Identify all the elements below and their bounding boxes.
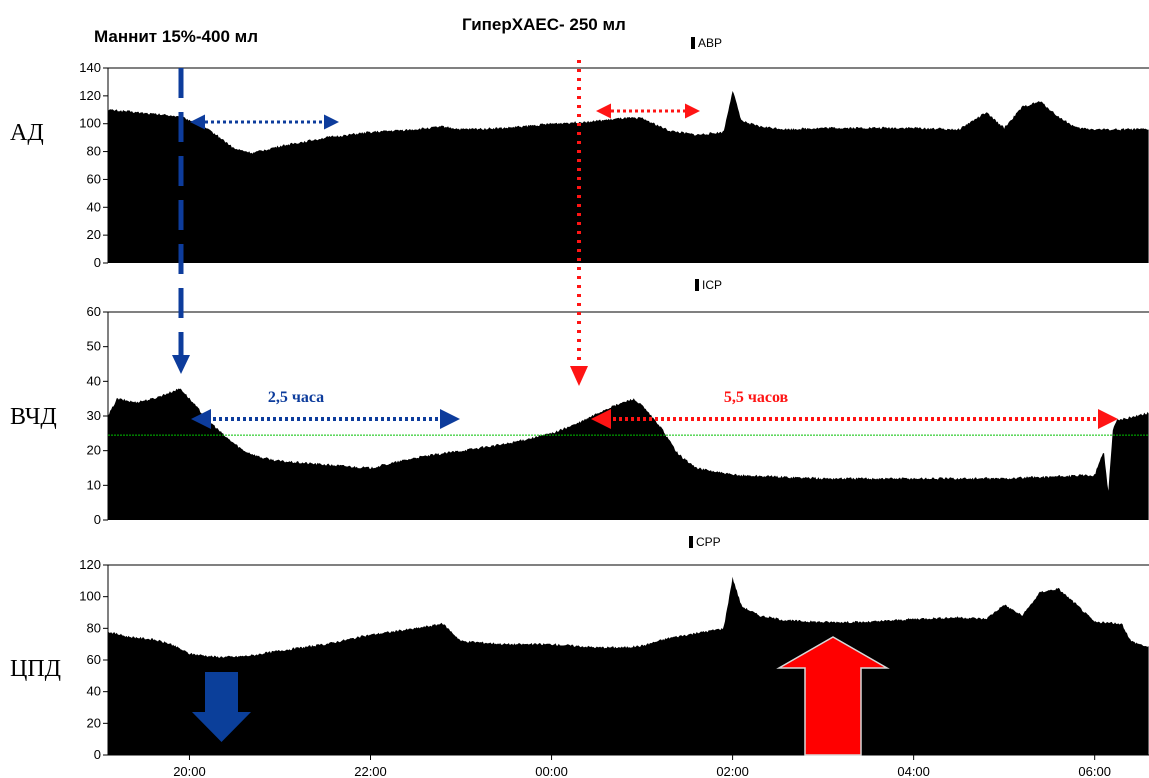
hyperhaes-arrowhead <box>570 366 588 386</box>
icp-ytick-label: 20 <box>87 443 101 458</box>
abp-ytick-label: 80 <box>87 144 101 159</box>
abp-side-label: АД <box>10 120 44 146</box>
cpp-ytick-label: 120 <box>79 557 101 572</box>
mannitol-arrowhead <box>172 355 190 374</box>
icp-legend-label: ICP <box>702 278 722 292</box>
cpp-decrease-arrow <box>192 672 251 742</box>
icp-ytick-label: 30 <box>87 408 101 423</box>
icp-ytick-label: 60 <box>87 304 101 319</box>
icp-trace-area <box>108 388 1149 520</box>
x-tick-label: 04:00 <box>897 764 930 778</box>
cpp-legend-marker <box>689 536 693 548</box>
abp-ytick-label: 60 <box>87 171 101 186</box>
icp-ytick-label: 10 <box>87 477 101 492</box>
abp-ytick-label: 20 <box>87 227 101 242</box>
cpp-ytick-label: 80 <box>87 620 101 635</box>
abp-trace-area <box>108 91 1149 263</box>
icp-ytick-label: 0 <box>94 512 101 527</box>
cpp-trace-area <box>108 576 1149 755</box>
x-tick-label: 22:00 <box>354 764 387 778</box>
abp-ytick-label: 100 <box>79 116 101 131</box>
icp-legend-marker <box>695 279 699 291</box>
x-axis: 20:00 22:00 00:00 02:00 04:00 06:00 <box>108 754 1149 778</box>
icp-ytick-label: 50 <box>87 339 101 354</box>
hyperhaes-duration-label: 5,5 часов <box>724 389 789 406</box>
abp-legend-marker <box>691 37 695 49</box>
cpp-ytick-label: 100 <box>79 589 101 604</box>
abp-ytick-label: 0 <box>94 255 101 270</box>
cpp-legend-label: CPP <box>696 535 721 549</box>
panel-icp: 0 10 20 30 40 50 60 ICP ВЧД <box>10 278 1149 527</box>
panel-abp: 0 20 40 60 80 100 120 140 ABP АД <box>10 36 1149 270</box>
mannitol-duration-label: 2,5 часа <box>268 389 324 406</box>
icp-ytick-label: 40 <box>87 373 101 388</box>
cpp-ytick-label: 0 <box>94 747 101 762</box>
panel-cpp: 0 20 40 60 80 100 120 CPP ЦПД <box>10 535 1149 762</box>
cpp-increase-arrow <box>776 636 890 756</box>
x-tick-label: 20:00 <box>173 764 206 778</box>
abp-ytick-label: 140 <box>79 60 101 75</box>
abp-ytick-label: 40 <box>87 199 101 214</box>
cpp-ytick-label: 40 <box>87 684 101 699</box>
annotations: Маннит 15%-400 мл ГиперХАЕС- 250 мл 2,5 … <box>94 15 1118 756</box>
cpp-side-label: ЦПД <box>10 656 61 682</box>
abp-ytick-label: 120 <box>79 88 101 103</box>
panels: 0 20 40 60 80 100 120 140 ABP АД 0 10 20 30 40 50 60 ICP В… <box>10 36 1149 762</box>
icp-side-label: ВЧД <box>10 404 57 430</box>
cpp-ytick-label: 60 <box>87 652 101 667</box>
mannitol-label: Маннит 15%-400 мл <box>94 27 258 46</box>
cpp-ytick-label: 20 <box>87 715 101 730</box>
x-tick-label: 00:00 <box>535 764 568 778</box>
x-tick-label: 06:00 <box>1078 764 1111 778</box>
x-tick-label: 02:00 <box>716 764 749 778</box>
abp-legend-label: ABP <box>698 36 722 50</box>
hyperhaes-label: ГиперХАЕС- 250 мл <box>462 15 626 34</box>
